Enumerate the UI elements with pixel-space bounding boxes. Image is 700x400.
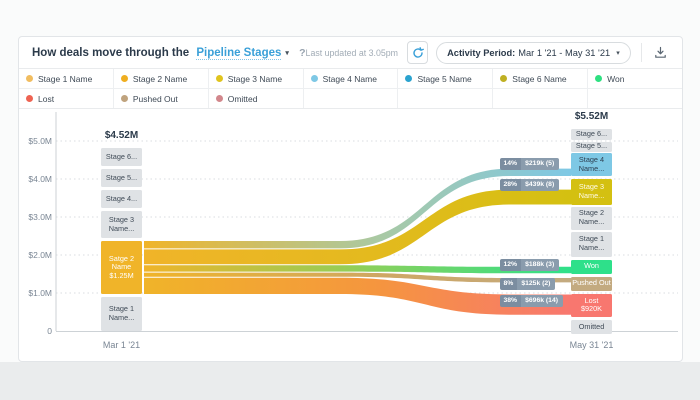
legend-dot-icon [500,75,508,82]
download-icon [654,46,666,58]
download-button[interactable] [652,43,670,63]
legend-item-omitted[interactable]: Omitted [207,89,303,108]
legend-item-pushed-out[interactable]: Pushed Out [112,89,208,108]
flow-value: $696k (14) [520,294,563,307]
chart-legend: Stage 1 Name Stage 2 Name Stage 3 Name Stag… [19,69,682,109]
legend-dot-icon [26,75,33,82]
legend-label: Pushed Out [132,93,178,104]
legend-row-1: Stage 1 Name Stage 2 Name Stage 3 Name Stag… [19,69,682,89]
chevron-down-icon: ▾ [616,49,620,57]
legend-item-stage-2-name[interactable]: Stage 2 Name [112,69,208,88]
title-prefix: How deals move through the [32,46,190,59]
node-right-won[interactable]: Won [571,259,612,274]
legend-dot-icon [120,75,128,82]
flow-value: $439k (8) [520,179,559,191]
node-left-stage-6[interactable]: Stage 6... [101,148,142,166]
flow-to-won[interactable] [144,265,571,274]
legend-row-2: Lost Pushed Out Omitted [19,89,682,108]
activity-period-dropdown[interactable]: Activity Period: Mar 1 '21 - May 31 '21 … [436,41,631,64]
legend-label: Stage 2 Name [132,73,188,84]
legend-item-won[interactable]: Won [587,69,682,88]
legend-dot-icon [26,95,33,102]
legend-label: Omitted [227,93,258,104]
node-left-satge-2-name-1-25m[interactable]: Satge 2 Name $1.25M [101,241,142,294]
refresh-button[interactable] [406,41,429,64]
page-background-strip [0,362,700,400]
node-left-stage-4[interactable]: Stage 4... [101,190,142,208]
node-right-stage-4-name[interactable]: Stage 4 Name... [571,153,612,176]
legend-item-stage-3-name[interactable]: Stage 3 Name [207,69,303,88]
flow-badge-pushed-out: 8% $125k (2) [500,277,555,290]
node-right-pushed-out[interactable]: Pushed Out [571,276,612,291]
flow-value: $125k (2) [516,277,555,290]
legend-empty-cell [587,89,682,108]
node-right-lost-920k[interactable]: Lost $920K [571,293,612,317]
flow-to-lost[interactable] [144,277,571,315]
node-left-stage-1-name[interactable]: Stage 1 Name... [101,297,142,331]
refresh-icon [412,46,424,58]
legend-label: Stage 6 Name [512,73,567,84]
legend-label: Stage 1 Name [38,73,93,84]
legend-dot-icon [595,75,603,82]
legend-empty-cell [397,89,492,108]
node-right-stage-2-name[interactable]: Stage 2 Name... [571,206,612,230]
chevron-down-icon[interactable]: ▾ [285,49,289,57]
activity-period-value: Mar 1 '21 - May 31 '21 [518,47,611,58]
node-left-stage-5[interactable]: Stage 5... [101,169,142,187]
flow-to-pushed-out[interactable] [144,272,571,283]
legend-label: Won [607,73,625,84]
legend-label: Stage 3 Name [227,73,283,84]
node-right-omitted[interactable]: Omitted [571,320,612,334]
legend-dot-icon [215,95,223,102]
node-right-stage-1-name[interactable]: Stage 1 Name... [571,231,612,257]
legend-label: Stage 4 Name [322,73,377,84]
flow-badge-lost: 38% $696k (14) [500,294,563,307]
legend-empty-cell [302,89,398,108]
legend-item-stage-1-name[interactable]: Stage 1 Name [19,69,113,88]
help-icon[interactable]: ? [299,46,306,59]
flow-badge-won: 12% $188k (3) [500,258,559,271]
flow-to-stage-3[interactable] [144,189,571,265]
flow-value: $188k (3) [520,258,559,271]
legend-item-stage-6-name[interactable]: Stage 6 Name [492,69,587,88]
legend-item-stage-4-name[interactable]: Stage 4 Name [302,69,398,88]
flow-percent: 12% [500,258,521,271]
last-updated-text: Last updated at 3.05pm [305,47,398,58]
legend-empty-cell [492,89,587,108]
legend-dot-icon [120,95,128,102]
report-header: How deals move through the Pipeline Stag… [19,37,682,69]
node-left-stage-3-name[interactable]: Stage 3 Name... [101,211,142,238]
legend-item-lost[interactable]: Lost [19,89,113,108]
flow-value: $219k (5) [520,157,559,170]
legend-dot-icon [310,75,318,82]
flow-badge-stage-3: 28% $439k (8) [500,179,559,191]
node-right-stage-3-name[interactable]: Stage 3 Name... [571,178,612,205]
legend-label: Lost [38,93,55,104]
flow-percent: 38% [500,294,521,307]
flow-percent: 8% [500,277,517,290]
legend-item-stage-5-name[interactable]: Stage 5 Name [397,69,492,88]
flow-badge-stage-4: 14% $219k (5) [500,157,559,170]
flow-percent: 14% [500,157,521,170]
legend-label: Stage 5 Name [417,73,472,84]
legend-dot-icon [405,75,413,82]
legend-dot-icon [215,75,223,82]
report-title: How deals move through the Pipeline Stag… [32,46,306,60]
pipeline-stages-selector[interactable]: Pipeline Stages [196,46,282,60]
flow-percent: 28% [500,179,521,191]
activity-period-label: Activity Period: [447,47,516,58]
node-right-stage-6[interactable]: Stage 6... [571,129,612,140]
header-divider [640,43,642,62]
node-right-stage-5[interactable]: Stage 5... [571,141,612,152]
